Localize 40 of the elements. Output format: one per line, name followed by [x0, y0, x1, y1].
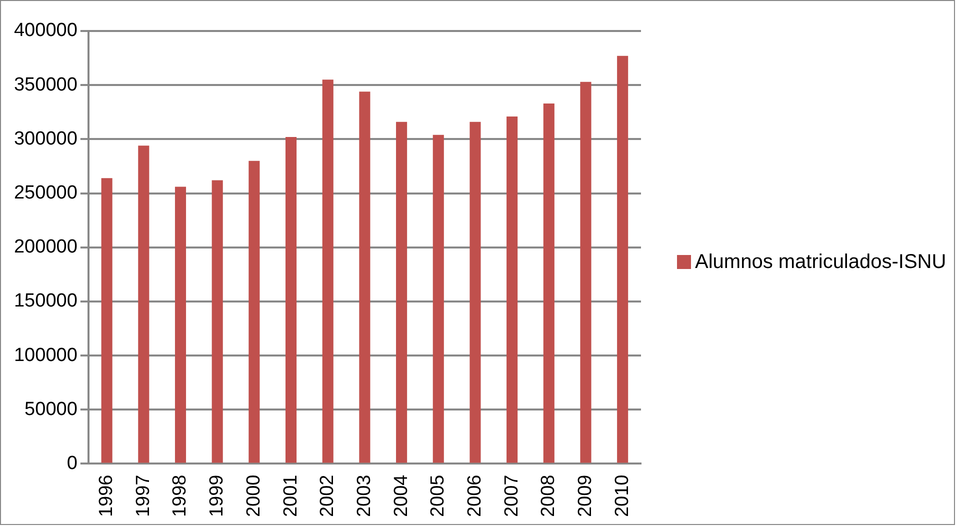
y-tick-label: 200000: [14, 236, 78, 258]
y-tick-label: 250000: [14, 182, 78, 204]
y-tick-label: 300000: [14, 128, 78, 150]
y-tick-label: 100000: [14, 344, 78, 366]
x-tick-label: 2002: [317, 474, 338, 518]
y-tick-label: 0: [66, 452, 78, 474]
x-tick-label: 2008: [538, 474, 560, 518]
x-tick-label: 2006: [464, 474, 486, 518]
x-tick-label: 2004: [390, 474, 412, 518]
bar: [432, 134, 444, 463]
bar: [322, 80, 334, 463]
y-tick-label: 400000: [14, 20, 78, 42]
x-tick-label: 1996: [96, 474, 118, 518]
bar: [248, 160, 260, 463]
x-tick-label: 1999: [206, 474, 228, 518]
x-tick-label: 1997: [132, 474, 154, 518]
y-tick-label: 150000: [14, 290, 78, 312]
x-tick-label: 2005: [428, 474, 449, 518]
x-tick-label: 1998: [170, 474, 191, 518]
bar: [174, 186, 186, 463]
x-tick-label: 2010: [612, 474, 633, 518]
bar: [138, 146, 150, 463]
bar: [101, 178, 112, 463]
bar: [285, 137, 297, 463]
x-tick-label: 2000: [243, 474, 264, 518]
bar: [617, 56, 628, 463]
bar: [470, 122, 481, 463]
bar: [396, 122, 408, 463]
legend-label: Alumnos matriculados-ISNU: [694, 250, 948, 275]
x-tick-label: 2001: [280, 474, 302, 518]
y-tick-label: 50000: [24, 398, 78, 420]
bar: [359, 92, 370, 463]
bar: [543, 103, 554, 463]
bar: [580, 82, 592, 463]
x-tick-label: 2003: [354, 474, 375, 518]
bar: [506, 116, 518, 463]
y-tick-label: 350000: [14, 74, 78, 96]
bar: [212, 180, 223, 463]
x-tick-label: 2007: [501, 474, 522, 518]
x-tick-label: 2009: [574, 474, 596, 518]
